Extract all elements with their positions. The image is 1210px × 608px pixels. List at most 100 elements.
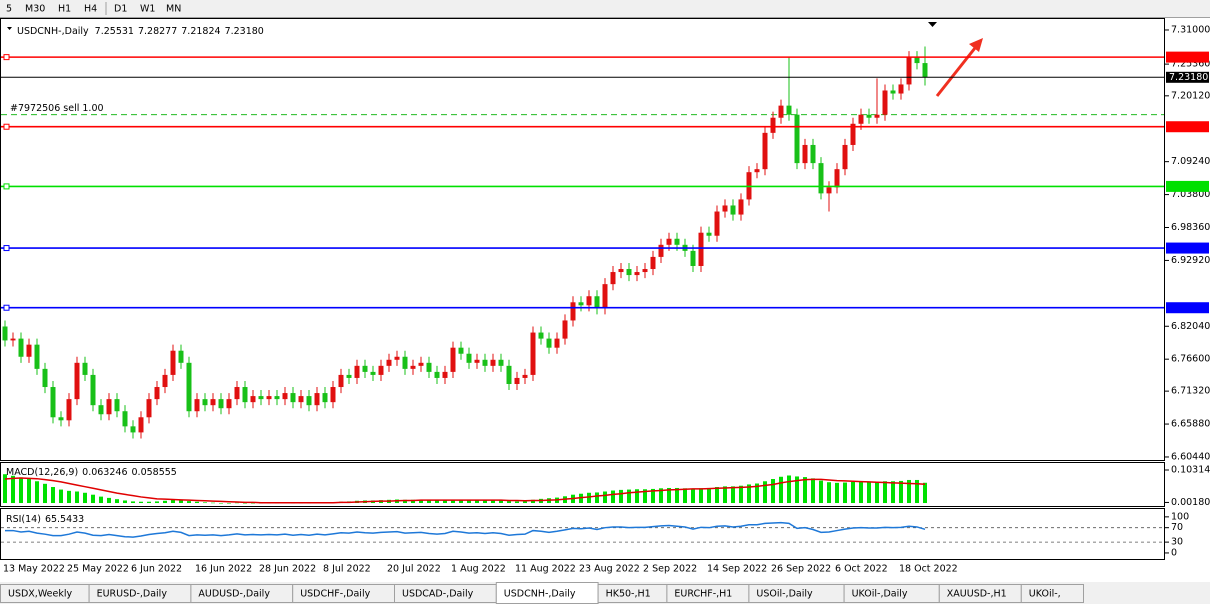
candle-body	[178, 350, 184, 363]
collapse-icon	[7, 27, 12, 30]
level-handle	[3, 123, 10, 130]
timeframe-button[interactable]: W1	[140, 4, 155, 15]
macd-bar	[755, 483, 759, 504]
macd-bar	[923, 482, 927, 504]
candle-body	[346, 374, 352, 378]
candle-body	[426, 362, 432, 372]
macd-bar	[715, 487, 719, 504]
x-tick-label: 11 Aug 2022	[515, 564, 576, 575]
x-tick-label: 14 Sep 2022	[707, 564, 767, 575]
candle-body	[122, 411, 128, 427]
candle-body	[562, 320, 568, 339]
candle-body	[770, 117, 776, 133]
x-tick-label: 6 Jun 2022	[131, 564, 182, 575]
candle-body	[418, 362, 424, 366]
candle-body	[50, 387, 56, 418]
macd-bar	[51, 487, 55, 504]
candle-body	[10, 338, 16, 341]
timeframe-button[interactable]: H1	[58, 4, 71, 15]
candle-body	[434, 371, 440, 378]
macd-bar	[219, 503, 223, 504]
macd-bar	[851, 481, 855, 504]
y-tick-label: 7.20120	[1171, 90, 1210, 101]
macd-bar	[491, 500, 495, 504]
macd-header: MACD(12,26,9) 0.063246 0.058555	[6, 467, 177, 478]
candle-body	[794, 114, 800, 164]
macd-bar	[195, 501, 199, 504]
level-label-box	[1166, 51, 1209, 63]
tab-label[interactable]: XAUUSD-,H1	[947, 589, 1007, 600]
x-tick-label: 26 Sep 2022	[771, 564, 831, 575]
tab-label[interactable]: USOil-,Daily	[756, 589, 813, 600]
macd-bar	[115, 499, 119, 504]
macd-bar	[251, 503, 255, 504]
tab-label[interactable]: USDCAD-,Daily	[402, 589, 474, 600]
candle-body	[354, 365, 360, 378]
candle-body	[442, 371, 448, 378]
y-tick-label: 6.65880	[1171, 419, 1210, 430]
rsi-tick-label: 70	[1171, 522, 1183, 533]
candle-body	[274, 396, 280, 400]
candle-body	[834, 169, 840, 188]
candle-body	[66, 399, 72, 421]
candle-body	[554, 338, 560, 348]
timeframe-button[interactable]: 5	[6, 4, 12, 15]
candle-body	[362, 365, 368, 372]
macd-bar	[907, 479, 911, 504]
tab-label[interactable]: HK50-,H1	[606, 589, 651, 600]
candle-body	[154, 387, 160, 400]
candle-body	[58, 417, 64, 421]
candle-body	[530, 332, 536, 375]
tab[interactable]	[1020, 584, 1084, 603]
candle-body	[186, 362, 192, 412]
candle-body	[634, 272, 640, 276]
rsi-name: RSI(14)	[6, 514, 41, 525]
timeframe-button[interactable]: M30	[25, 4, 45, 15]
macd-bar	[675, 487, 679, 504]
tab-label[interactable]: UKOil-,	[1029, 589, 1061, 600]
rsi-line	[5, 521, 926, 538]
timeframe-button[interactable]: MN	[166, 4, 181, 15]
rsi-tick-label: 100	[1171, 511, 1189, 522]
macd-bar	[619, 489, 623, 504]
tab-label[interactable]: EURCHF-,H1	[674, 589, 732, 600]
macd-bar	[99, 496, 103, 504]
tab-label[interactable]: USDCHF-,Daily	[300, 589, 370, 600]
macd-bar	[747, 484, 751, 504]
candle-body	[762, 132, 768, 170]
y-tick-label: 7.09240	[1171, 156, 1210, 167]
macd-bar	[475, 499, 479, 504]
candle-body	[778, 105, 784, 118]
macd-bar	[131, 501, 135, 504]
tab-label[interactable]: USDCNH-,Daily	[504, 589, 576, 600]
tab-label[interactable]: EURUSD-,Daily	[97, 589, 168, 600]
candle-body	[610, 272, 616, 285]
candle-body	[2, 326, 8, 341]
x-tick-label: 25 May 2022	[67, 564, 129, 575]
macd-bar	[3, 474, 7, 504]
candle-body	[218, 399, 224, 409]
macd-bar	[667, 487, 671, 504]
macd-bar	[171, 499, 175, 504]
candle-body	[282, 393, 288, 400]
timeframe-button[interactable]: H4	[84, 4, 97, 15]
order-label: #7972506 sell 1.00	[10, 103, 104, 114]
candle-body	[402, 356, 408, 369]
tab-label[interactable]: UKOil-,Daily	[852, 589, 908, 600]
candle-body	[586, 296, 592, 306]
macd-bar	[19, 477, 23, 504]
candles	[2, 46, 928, 439]
macd-bar	[75, 491, 79, 504]
y-tick-label: 6.71320	[1171, 386, 1210, 397]
timeframe-button[interactable]: D1	[114, 4, 127, 15]
tab-label[interactable]: USDX,Weekly	[8, 589, 72, 600]
macd-bar	[91, 494, 95, 504]
tab-label[interactable]: AUDUSD-,Daily	[198, 589, 270, 600]
y-tick-label: 6.92920	[1171, 255, 1210, 266]
level-label-box	[1166, 71, 1209, 83]
x-tick-label: 20 Jul 2022	[387, 564, 441, 575]
y-tick-label: 6.76600	[1171, 354, 1210, 365]
rsi-tick-label: 0	[1171, 547, 1177, 558]
x-tick-label: 8 Jul 2022	[323, 564, 371, 575]
candle-body	[298, 396, 304, 403]
